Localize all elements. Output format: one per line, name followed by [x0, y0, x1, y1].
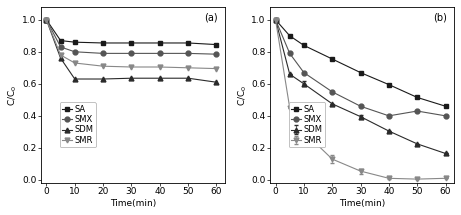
SMR	[157, 66, 163, 68]
Line: SMR: SMR	[44, 17, 219, 71]
Line: SMX: SMX	[273, 17, 448, 118]
Y-axis label: C/C$_0$: C/C$_0$	[7, 84, 19, 106]
SMX	[330, 91, 335, 93]
SDM	[214, 81, 219, 83]
SDM	[129, 77, 134, 80]
SA	[72, 41, 77, 43]
SMX	[129, 52, 134, 55]
SDM	[58, 57, 63, 60]
SA	[273, 18, 278, 21]
SMX	[301, 71, 307, 74]
SA	[386, 83, 392, 86]
SA	[330, 58, 335, 60]
SMR	[72, 62, 77, 64]
SMX	[185, 52, 191, 55]
SA	[301, 44, 307, 47]
Y-axis label: C/C$_0$: C/C$_0$	[236, 84, 248, 106]
SMX	[44, 18, 49, 21]
SDM	[44, 18, 49, 21]
SA	[100, 42, 106, 44]
SMR	[44, 18, 49, 21]
SMX	[287, 52, 292, 55]
Line: SA: SA	[44, 17, 219, 47]
SMX	[414, 110, 420, 112]
SA	[414, 96, 420, 99]
Text: (a): (a)	[204, 12, 218, 22]
SMR	[129, 66, 134, 68]
SMR	[100, 65, 106, 68]
SA	[443, 105, 448, 108]
SMX	[273, 18, 278, 21]
Text: (b): (b)	[433, 12, 447, 22]
Line: SA: SA	[273, 17, 448, 109]
SA	[358, 71, 363, 74]
SDM	[157, 77, 163, 80]
SA	[58, 39, 63, 42]
SA	[44, 18, 49, 21]
SA	[129, 42, 134, 44]
SA	[157, 42, 163, 44]
SMX	[72, 51, 77, 53]
SA	[185, 42, 191, 44]
Legend: SA, SMX, SDM, SMR: SA, SMX, SDM, SMR	[289, 103, 325, 147]
X-axis label: Time(min): Time(min)	[110, 199, 156, 208]
Line: SMX: SMX	[44, 17, 219, 57]
SDM	[185, 77, 191, 80]
X-axis label: Time(min): Time(min)	[339, 199, 385, 208]
Legend: SA, SMX, SDM, SMR: SA, SMX, SDM, SMR	[59, 103, 96, 147]
SMX	[58, 46, 63, 48]
SMX	[386, 115, 392, 117]
SMR	[185, 66, 191, 69]
SMX	[100, 52, 106, 55]
SA	[214, 43, 219, 46]
SA	[287, 34, 292, 37]
SMX	[214, 53, 219, 55]
SMR	[58, 54, 63, 56]
SMX	[358, 105, 363, 108]
SDM	[100, 78, 106, 80]
SDM	[72, 78, 77, 80]
SMX	[157, 52, 163, 55]
Line: SDM: SDM	[44, 17, 219, 85]
SMR	[214, 67, 219, 70]
SMX	[443, 115, 448, 117]
